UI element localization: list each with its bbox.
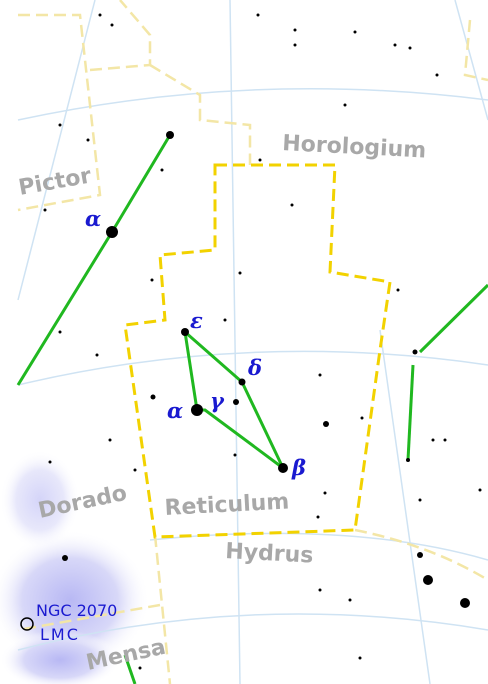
constellation-label: Hydrus: [225, 539, 314, 569]
grid: [17, 0, 488, 684]
constellation-label: Pictor: [17, 164, 94, 201]
star-label: γ: [210, 388, 225, 413]
boundaries: [17, 0, 488, 684]
figures: [16, 134, 488, 684]
object-label: LMC: [40, 625, 80, 644]
star-label: α: [167, 398, 183, 423]
star-label: δ: [247, 355, 262, 380]
stars: [43, 13, 482, 670]
star-label: β: [291, 455, 306, 480]
constellation-label: Horologium: [282, 131, 427, 164]
object-label: NGC 2070: [36, 601, 117, 620]
constellation-label: Reticulum: [164, 489, 290, 520]
lmc-cloud: [0, 450, 150, 684]
star-label: α: [85, 206, 101, 231]
ngc-2070-marker: [20, 617, 34, 631]
star-label: ε: [190, 308, 203, 333]
